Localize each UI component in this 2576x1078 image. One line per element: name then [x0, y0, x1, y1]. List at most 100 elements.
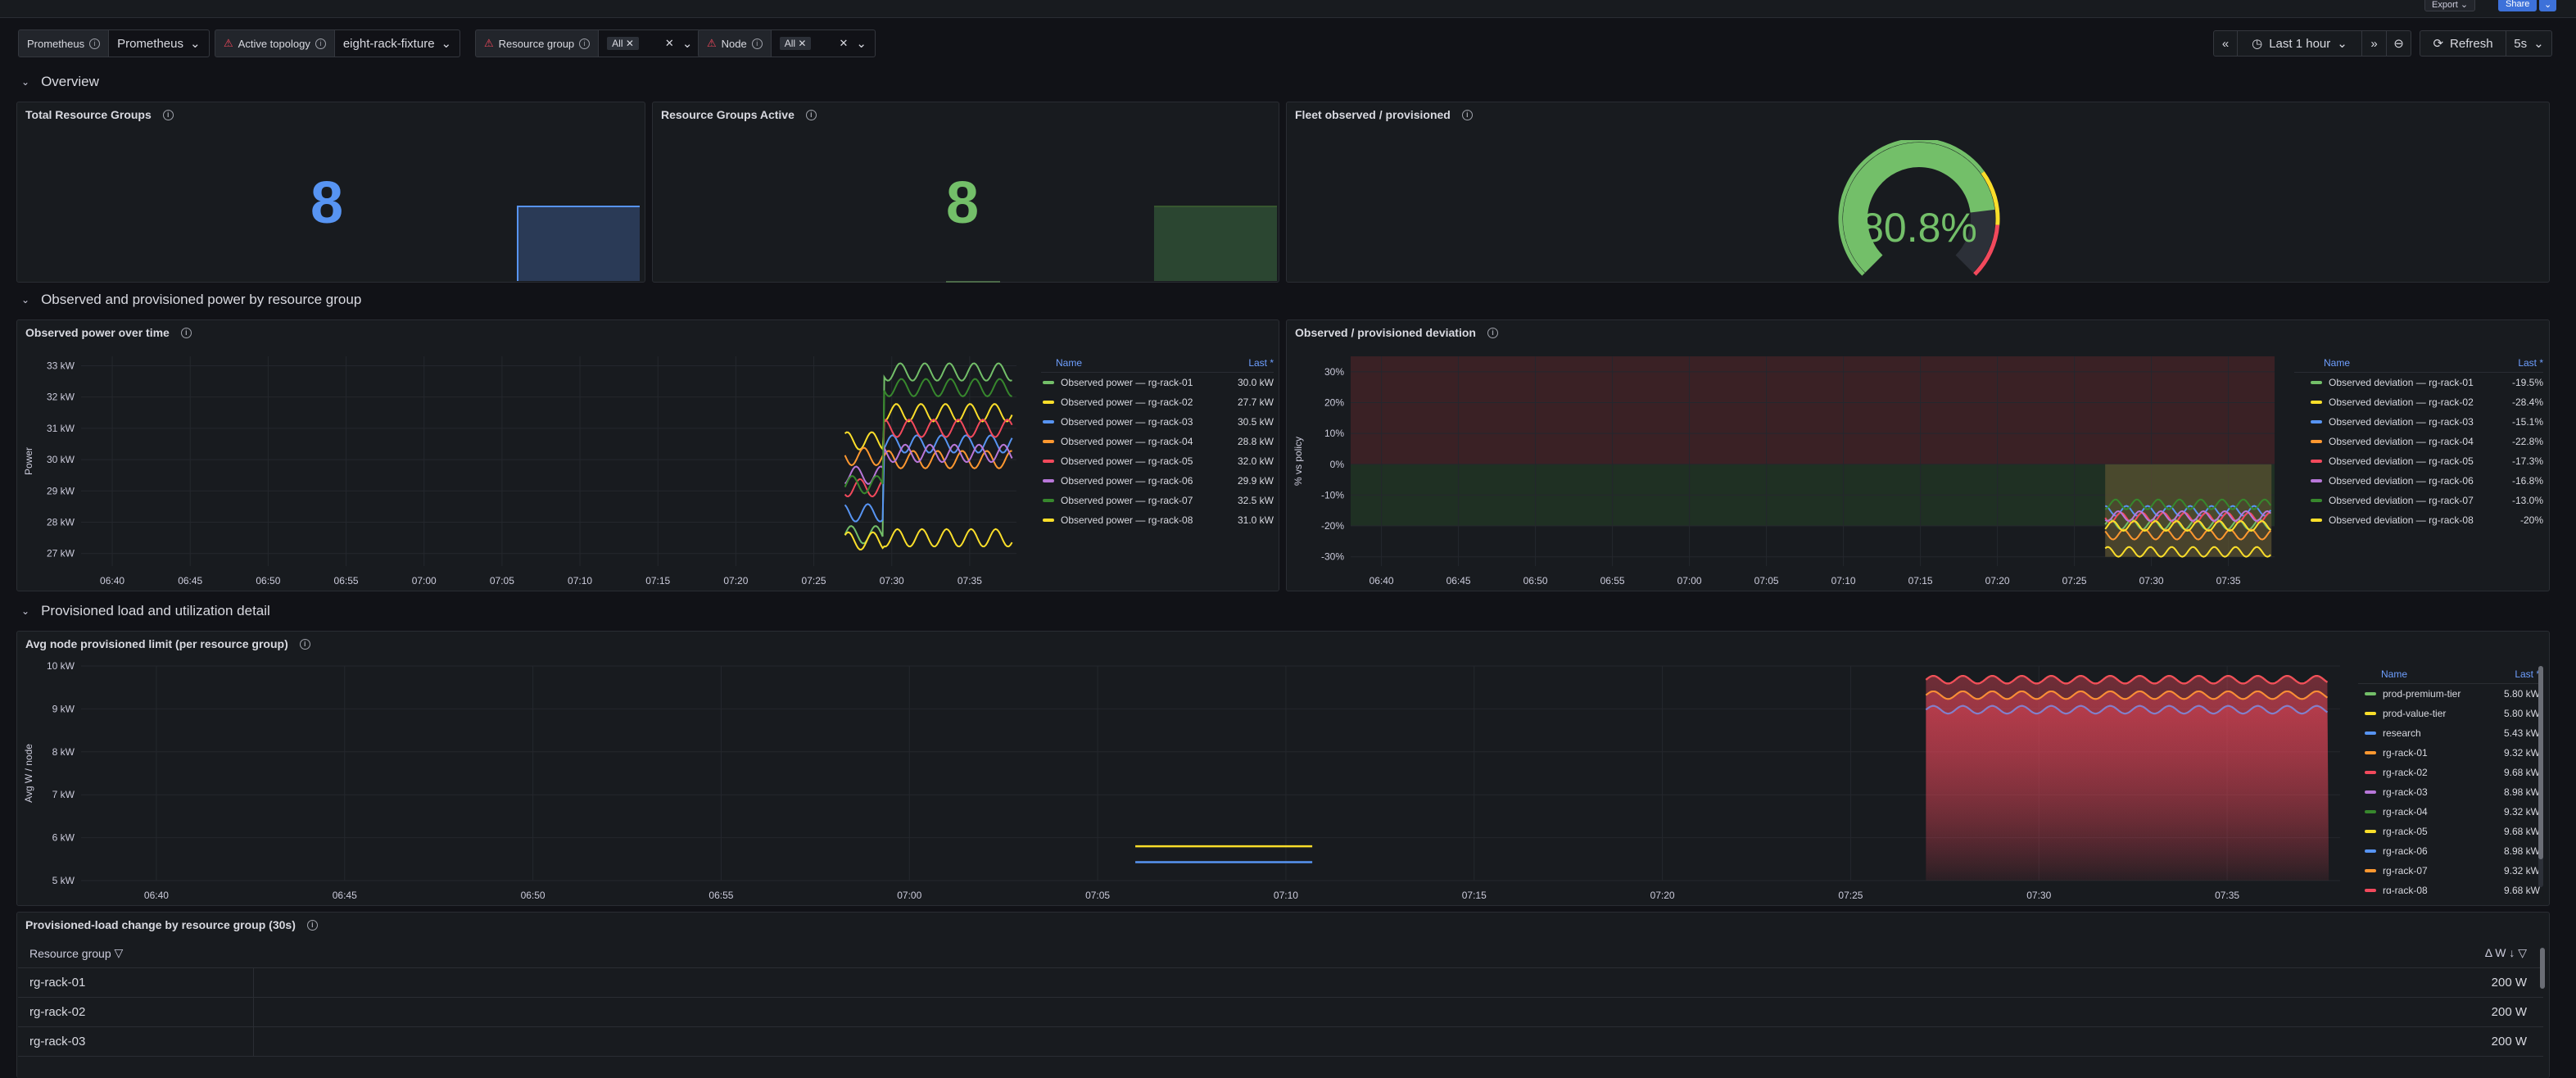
clear-icon[interactable]: ✕ — [839, 37, 849, 49]
row-power[interactable]: ⌄ Observed and provisioned power by resou… — [21, 292, 361, 308]
legend-name-header[interactable]: Name — [1056, 356, 1083, 369]
legend-scrollbar[interactable] — [2538, 666, 2543, 887]
legend-item[interactable]: Observed deviation — rg-rack-05 -17.3% — [2294, 451, 2543, 471]
sort-desc-icon[interactable]: ↓ — [2509, 946, 2515, 959]
legend-last-header[interactable]: Last * — [2515, 668, 2540, 680]
avg-node-legend[interactable]: Name Last * prod-premium-tier 5.80 kW prod-… — [2358, 664, 2540, 894]
y-tick-label: -20% — [1321, 520, 1344, 532]
y-tick-label: 10% — [1324, 428, 1344, 439]
chip-remove-icon[interactable]: ✕ — [798, 38, 807, 49]
legend-item[interactable]: rg-rack-05 9.68 kW — [2358, 822, 2540, 841]
legend-item[interactable]: Observed power — rg-rack-02 27.7 kW — [1041, 392, 1274, 412]
legend-item[interactable]: rg-rack-06 8.98 kW — [2358, 841, 2540, 861]
chip-remove-icon[interactable]: ✕ — [625, 38, 634, 49]
legend-item[interactable]: rg-rack-08 9.68 kW — [2358, 881, 2540, 894]
panel-title: Total Resource Groups i — [25, 108, 174, 121]
legend-name-header[interactable]: Name — [2324, 356, 2351, 369]
time-shift-forward-button[interactable]: » — [2362, 30, 2387, 57]
resource-group-select[interactable]: All ✕ ✕ ⌄ — [599, 29, 702, 57]
export-button[interactable]: Export ⌄ — [2424, 0, 2476, 11]
info-icon[interactable]: i — [1461, 109, 1473, 120]
clear-icon[interactable]: ✕ — [664, 37, 674, 49]
info-icon[interactable]: i — [180, 327, 192, 338]
row-overview[interactable]: ⌄ Overview — [21, 74, 99, 90]
column-header-label: Resource group — [29, 946, 111, 960]
legend-swatch — [2311, 420, 2322, 424]
zoom-out-button[interactable]: ⊖ — [2387, 30, 2411, 57]
legend-item[interactable]: rg-rack-02 9.68 kW — [2358, 763, 2540, 782]
legend-swatch — [1043, 381, 1054, 384]
legend-item-name: Observed power — rg-rack-05 — [1061, 455, 1193, 467]
refresh-interval-picker[interactable]: 5s ⌄ — [2506, 30, 2552, 57]
legend-item-name: Observed deviation — rg-rack-01 — [2329, 377, 2474, 388]
table-row[interactable]: rg-rack-01 200 W — [18, 968, 2543, 998]
legend-item-value: 9.68 kW — [2503, 885, 2540, 894]
info-icon[interactable]: i — [299, 638, 310, 650]
datasource-select[interactable]: Prometheus ⌄ — [109, 29, 210, 57]
zoom-out-icon: ⊖ — [2393, 37, 2404, 51]
legend-item[interactable]: Observed deviation — rg-rack-06 -16.8% — [2294, 471, 2543, 491]
y-tick-label: 9 kW — [52, 703, 75, 714]
warning-icon: ⚠ — [707, 37, 717, 49]
deviation-legend: Name Last * Observed deviation — rg-rack-… — [2294, 353, 2543, 530]
info-icon[interactable]: i — [162, 109, 174, 120]
info-icon[interactable]: i — [1487, 327, 1498, 338]
legend-item[interactable]: Observed deviation — rg-rack-02 -28.4% — [2294, 392, 2543, 412]
filter-icon[interactable]: ▽ — [2518, 946, 2527, 959]
info-icon[interactable]: i — [579, 38, 591, 49]
time-range-picker[interactable]: ◷ Last 1 hour ⌄ — [2238, 30, 2362, 57]
share-button[interactable]: Share — [2498, 0, 2538, 11]
legend-swatch — [2311, 479, 2322, 482]
legend-item[interactable]: rg-rack-07 9.32 kW — [2358, 861, 2540, 881]
legend-item[interactable]: Observed power — rg-rack-03 30.5 kW — [1041, 412, 1274, 432]
legend-item[interactable]: prod-value-tier 5.80 kW — [2358, 704, 2540, 723]
column-header-delta[interactable]: Δ W ↓ ▽ — [254, 946, 2543, 960]
cell-resource-group: rg-rack-01 — [18, 968, 254, 997]
legend-last-header[interactable]: Last * — [1248, 356, 1274, 369]
legend-item[interactable]: rg-rack-01 9.32 kW — [2358, 743, 2540, 763]
refresh-button[interactable]: ⟳ Refresh — [2420, 30, 2506, 57]
info-icon[interactable]: i — [306, 919, 318, 931]
legend-item[interactable]: Observed power — rg-rack-05 32.0 kW — [1041, 451, 1274, 471]
series-line — [2104, 519, 2271, 531]
legend-swatch — [2365, 751, 2376, 754]
table-scrollbar-thumb[interactable] — [2540, 948, 2545, 989]
x-tick-label: 07:00 — [1677, 575, 1702, 587]
info-icon[interactable]: i — [751, 38, 763, 49]
legend-item-value: 9.32 kW — [2503, 806, 2540, 818]
node-select[interactable]: All ✕ ✕ ⌄ — [771, 29, 876, 57]
share-dropdown-button[interactable]: ⌄ — [2539, 0, 2557, 11]
legend-item[interactable]: Observed deviation — rg-rack-01 -19.5% — [2294, 373, 2543, 392]
legend-item[interactable]: prod-premium-tier 5.80 kW — [2358, 684, 2540, 704]
filter-icon[interactable]: ▽ — [114, 946, 124, 959]
topology-select[interactable]: eight-rack-fixture ⌄ — [334, 29, 461, 57]
legend-item[interactable]: Observed deviation — rg-rack-04 -22.8% — [2294, 432, 2543, 451]
legend-item[interactable]: Observed power — rg-rack-06 29.9 kW — [1041, 471, 1274, 491]
legend-item[interactable]: Observed deviation — rg-rack-08 -20% — [2294, 510, 2543, 530]
info-icon[interactable]: i — [89, 38, 101, 49]
legend-last-header[interactable]: Last * — [2518, 356, 2543, 369]
legend-item[interactable]: Observed deviation — rg-rack-07 -13.0% — [2294, 491, 2543, 510]
legend-item[interactable]: Observed power — rg-rack-01 30.0 kW — [1041, 373, 1274, 392]
legend-item-value: -17.3% — [2511, 455, 2543, 467]
legend-rows: Observed deviation — rg-rack-01 -19.5% Obs… — [2294, 373, 2543, 530]
row-load[interactable]: ⌄ Provisioned load and utilization detail — [21, 603, 270, 619]
table-row[interactable]: rg-rack-03 200 W — [18, 1027, 2543, 1057]
info-icon[interactable]: i — [315, 38, 326, 49]
legend-item[interactable]: Observed power — rg-rack-08 31.0 kW — [1041, 510, 1274, 530]
legend-item[interactable]: Observed deviation — rg-rack-03 -15.1% — [2294, 412, 2543, 432]
legend-scrollbar-thumb[interactable] — [2538, 666, 2543, 859]
legend-item[interactable]: rg-rack-04 9.32 kW — [2358, 802, 2540, 822]
time-shift-back-button[interactable]: « — [2213, 30, 2238, 57]
legend-item[interactable]: rg-rack-03 8.98 kW — [2358, 782, 2540, 802]
column-header-resource-group[interactable]: Resource group ▽ — [18, 939, 254, 967]
legend-name-header[interactable]: Name — [2381, 668, 2408, 680]
table-row[interactable]: rg-rack-02 200 W — [18, 998, 2543, 1027]
legend-item[interactable]: research 5.43 kW — [2358, 723, 2540, 743]
panel-title-text: Avg node provisioned limit (per resource… — [25, 637, 288, 650]
legend-item[interactable]: Observed power — rg-rack-07 32.5 kW — [1041, 491, 1274, 510]
legend-item-value: 8.98 kW — [2503, 845, 2540, 857]
legend-item[interactable]: Observed power — rg-rack-04 28.8 kW — [1041, 432, 1274, 451]
info-icon[interactable]: i — [805, 109, 817, 120]
y-axis-label: Avg W / node — [23, 744, 34, 803]
